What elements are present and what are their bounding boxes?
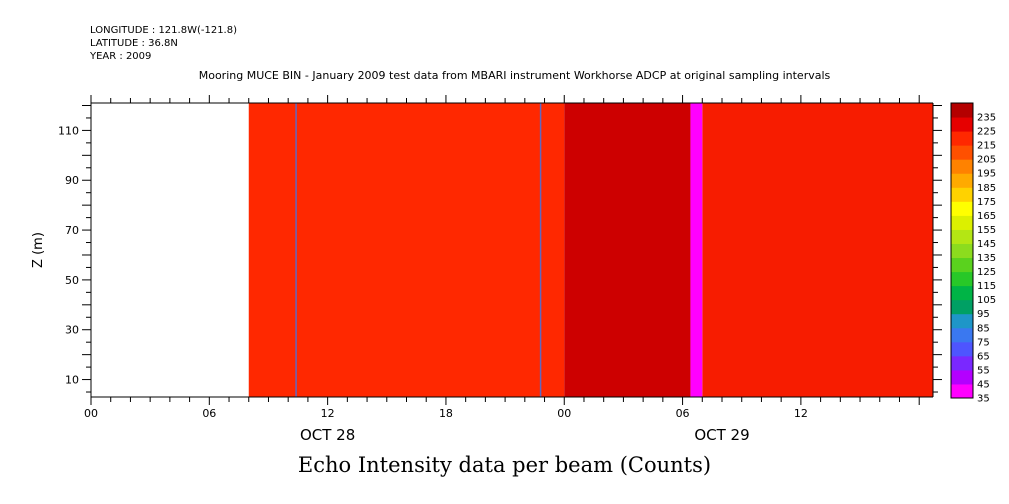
- x-tick-label: 12: [794, 407, 808, 420]
- colorbar-swatch: [951, 355, 973, 371]
- colorbar-label: 55: [977, 365, 990, 376]
- colorbar-swatch: [951, 103, 973, 118]
- colorbar-label: 165: [977, 211, 996, 222]
- colorbar-swatch: [951, 215, 973, 230]
- plot-area: [248, 103, 933, 397]
- y-tick-label: 50: [65, 274, 79, 287]
- missing-data-band: [690, 103, 703, 397]
- x-tick-label: 06: [202, 407, 216, 420]
- x-tick-label: 06: [676, 407, 690, 420]
- colorbar-swatch: [951, 299, 973, 315]
- x-day-label: OCT 29: [694, 426, 749, 444]
- y-tick-label: 110: [58, 124, 79, 137]
- colorbar-swatch: [951, 229, 973, 244]
- colorbar-swatch: [951, 369, 973, 385]
- colorbar-swatch: [951, 173, 973, 188]
- chart-title: Mooring MUCE BIN - January 2009 test dat…: [198, 69, 831, 82]
- chart-caption: Echo Intensity data per beam (Counts): [297, 453, 712, 477]
- colorbar-label: 45: [977, 379, 990, 390]
- profile-band: [248, 103, 565, 397]
- colorbar-label: 135: [977, 253, 996, 264]
- colorbar-label: 195: [977, 169, 996, 180]
- colorbar-label: 125: [977, 267, 996, 278]
- longitude-label: LONGITUDE : 121.8W(-121.8): [90, 25, 237, 36]
- colorbar-swatch: [951, 313, 973, 329]
- colorbar-label: 145: [977, 239, 996, 250]
- colorbar-swatch: [951, 341, 973, 357]
- colorbar-swatch: [951, 271, 973, 287]
- colorbar-label: 175: [977, 197, 996, 208]
- colorbar-label: 115: [977, 281, 996, 292]
- x-tick-label: 00: [84, 407, 98, 420]
- axes: 00 06 12 18 00 06 12 OCT 28 OCT 29 10 30 50 70 90 110 Z…: [31, 95, 942, 444]
- colorbar: 35 45 55 65 75 85 95 105 115 125 135 145 155 165 175 18…: [950, 102, 996, 405]
- colorbar-swatch: [951, 243, 973, 259]
- colorbar-label: 105: [977, 295, 996, 306]
- colorbar-swatch: [951, 187, 973, 202]
- x-tick-label: 18: [439, 407, 453, 420]
- x-tick-label: 12: [321, 407, 335, 420]
- y-tick-label: 10: [65, 374, 79, 387]
- colorbar-label: 225: [977, 127, 996, 138]
- colorbar-swatch: [951, 159, 973, 174]
- latitude-label: LATITUDE : 36.8N: [90, 38, 178, 49]
- y-tick-label: 90: [65, 174, 79, 187]
- colorbar-label: 235: [977, 113, 996, 124]
- colorbar-swatch: [951, 201, 973, 216]
- x-day-label: OCT 28: [300, 426, 355, 444]
- colorbar-swatch: [951, 117, 973, 132]
- profile-band: [702, 103, 933, 397]
- colorbar-label: 185: [977, 183, 996, 194]
- colorbar-label: 65: [977, 351, 990, 362]
- colorbar-swatch: [951, 145, 973, 160]
- y-axis-label: Z (m): [31, 232, 46, 268]
- colorbar-label: 95: [977, 309, 990, 320]
- colorbar-label: 155: [977, 225, 996, 236]
- colorbar-label: 35: [977, 394, 990, 405]
- profile-band: [564, 103, 691, 397]
- colorbar-swatch: [951, 383, 973, 399]
- colorbar-label: 85: [977, 323, 990, 334]
- colorbar-frame: [950, 102, 974, 399]
- y-tick-label: 30: [65, 324, 79, 337]
- colorbar-label: 205: [977, 155, 996, 166]
- colorbar-swatch: [951, 131, 973, 146]
- y-tick-label: 70: [65, 224, 79, 237]
- x-tick-label: 00: [557, 407, 571, 420]
- colorbar-label: 75: [977, 337, 990, 348]
- colorbar-swatch: [951, 285, 973, 301]
- year-label: YEAR : 2009: [90, 51, 152, 62]
- colorbar-swatch: [951, 327, 973, 343]
- colorbar-label: 215: [977, 141, 996, 152]
- colorbar-swatch: [951, 257, 973, 273]
